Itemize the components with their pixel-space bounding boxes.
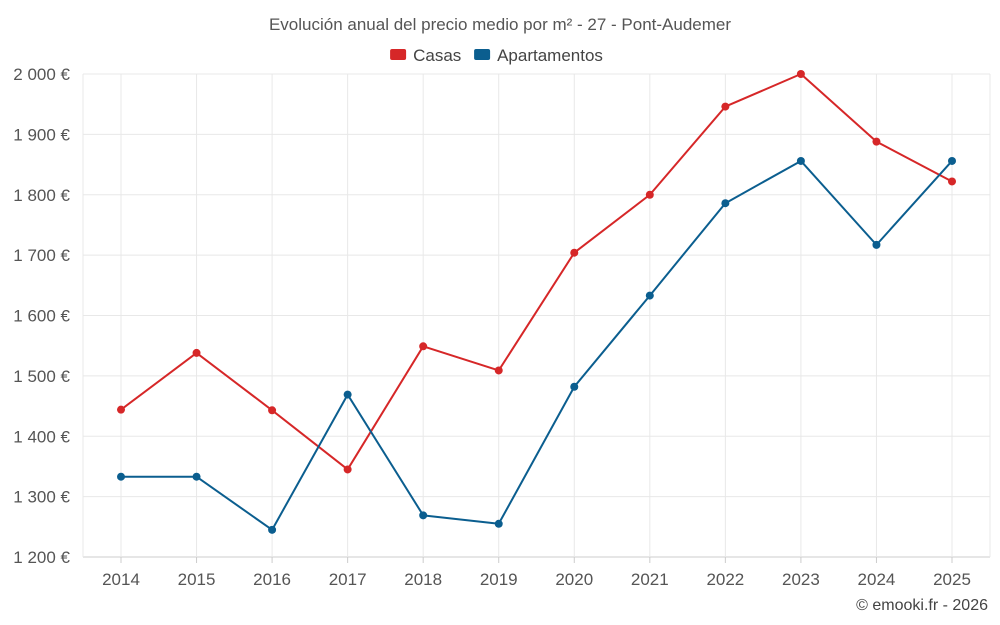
data-point-casas: [343, 465, 352, 474]
data-point-casas: [721, 102, 730, 111]
data-point-casas: [419, 342, 428, 351]
legend-swatch: [390, 49, 407, 60]
data-point-casas: [268, 406, 277, 415]
data-point-casas: [645, 190, 654, 199]
data-point-apartamentos: [948, 156, 956, 165]
legend: Casas Apartamentos: [390, 46, 603, 65]
y-tick-label: 1 200 €: [13, 548, 70, 567]
y-tick-label: 1 500 €: [13, 367, 70, 386]
x-tick-label: 2017: [329, 570, 367, 589]
y-axis: 1 200 € 1 300 € 1 400 € 1 500 € 1 600 € 1 700…: [13, 65, 70, 567]
y-tick-label: 1 800 €: [13, 186, 70, 205]
data-point-apartamentos: [419, 511, 428, 520]
x-tick-label: 2015: [178, 570, 216, 589]
data-point-apartamentos: [117, 472, 125, 481]
legend-item-apartamentos[interactable]: Apartamentos: [474, 46, 603, 65]
data-point-apartamentos: [796, 156, 805, 165]
data-point-casas: [192, 348, 201, 357]
x-tick-label: 2021: [631, 570, 669, 589]
data-point-casas: [494, 366, 503, 375]
chart-title: Evolución anual del precio medio por m² …: [269, 15, 731, 34]
legend-item-casas[interactable]: Casas: [390, 46, 461, 65]
data-point-casas: [948, 177, 956, 186]
data-point-casas: [570, 248, 579, 257]
x-axis: 2014 2015 2016 2017 2018 2019 2020 2021 2022 2023…: [102, 557, 971, 589]
data-point-apartamentos: [645, 291, 654, 300]
data-point-apartamentos: [192, 472, 201, 481]
x-tick-label: 2019: [480, 570, 518, 589]
y-tick-label: 2 000 €: [13, 65, 70, 84]
data-point-casas: [796, 70, 805, 78]
data-point-apartamentos: [721, 199, 730, 208]
y-tick-label: 1 400 €: [13, 427, 70, 446]
series-line-casas: [120, 73, 953, 471]
y-tick-label: 1 600 €: [13, 307, 70, 326]
x-tick-label: 2022: [706, 570, 744, 589]
series-group: [117, 70, 956, 534]
y-tick-label: 1 300 €: [13, 488, 70, 507]
x-tick-label: 2018: [404, 570, 442, 589]
data-point-casas: [872, 137, 881, 146]
legend-swatch: [474, 49, 491, 60]
data-point-apartamentos: [343, 390, 352, 399]
x-tick-label: 2020: [555, 570, 593, 589]
series-line-apartamentos: [121, 159, 953, 531]
credit-text: © emooki.fr - 2026: [856, 597, 988, 614]
data-point-apartamentos: [872, 240, 881, 249]
x-tick-label: 2024: [858, 570, 896, 589]
legend-label: Apartamentos: [497, 46, 603, 65]
x-tick-label: 2023: [782, 570, 820, 589]
legend-label: Casas: [413, 46, 461, 65]
y-tick-label: 1 900 €: [13, 125, 70, 144]
grid: [82, 73, 991, 558]
y-tick-label: 1 700 €: [13, 246, 70, 265]
x-tick-label: 2014: [102, 570, 140, 589]
x-tick-label: 2025: [933, 570, 971, 589]
data-point-apartamentos: [570, 382, 579, 391]
x-tick-label: 2016: [253, 570, 291, 589]
data-point-apartamentos: [268, 525, 277, 534]
data-point-apartamentos: [494, 519, 503, 528]
data-point-casas: [117, 405, 125, 414]
